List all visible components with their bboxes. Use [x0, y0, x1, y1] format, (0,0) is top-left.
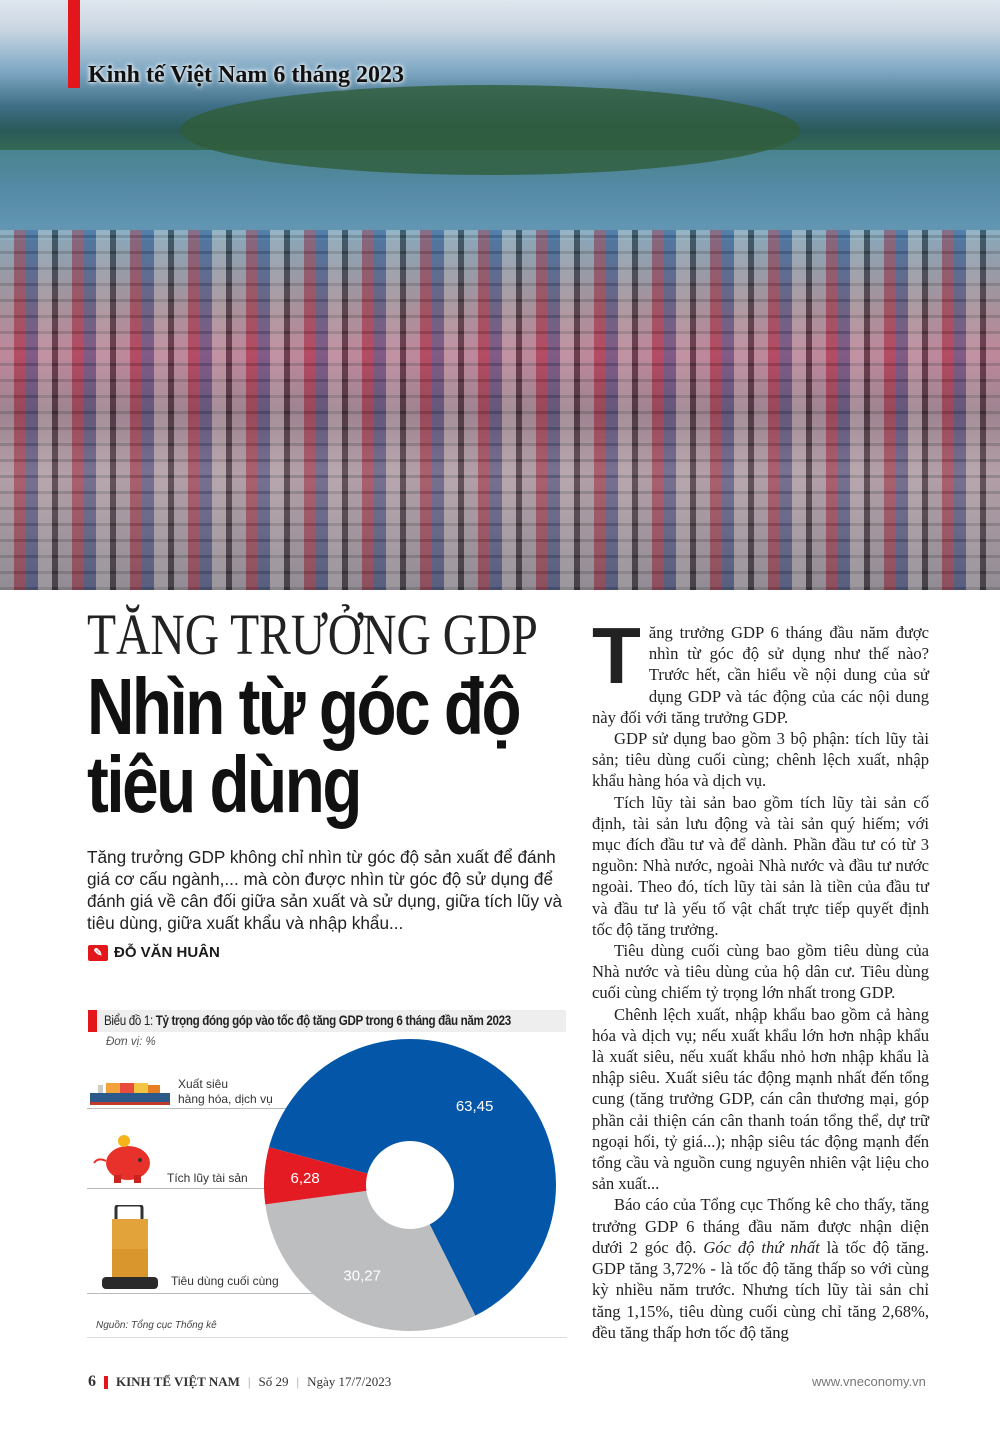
chart-title: Biểu đồ 1: Tỷ trọng đóng góp vào tốc độ … — [88, 1010, 566, 1032]
author-name: ĐỖ VĂN HUÂN — [114, 944, 220, 961]
issue-date: Ngày 17/7/2023 — [307, 1374, 392, 1389]
lede: Tăng trưởng GDP không chỉ nhìn từ góc độ… — [87, 847, 562, 933]
legend-label-accumulation: Tích lũy tài sản — [167, 1171, 248, 1185]
ship-icon — [90, 1083, 170, 1105]
container-yard — [0, 230, 1000, 590]
donut-slice — [265, 1190, 476, 1331]
legend-label-consumption: Tiêu dùng cuối cùng — [171, 1274, 279, 1288]
piggy-bank-icon — [93, 1135, 150, 1183]
chart-source: Nguồn: Tổng cục Thống kê — [96, 1320, 217, 1331]
headline-main: Nhìn từ góc độ tiêu dùng — [87, 662, 522, 829]
paragraph-2: GDP sử dụng bao gồm 3 bộ phận: tích lũy … — [592, 729, 929, 791]
website-link[interactable]: www.vneconomy.vn — [812, 1374, 926, 1389]
page-footer: 6 KINH TẾ VIỆT NAM | Số 29 | Ngày 17/7/2… — [88, 1373, 392, 1390]
paragraph-3: Tích lũy tài sản bao gồm tích lũy tài sả… — [592, 792, 929, 939]
magazine-name: KINH TẾ VIỆT NAM — [116, 1374, 240, 1389]
page-number: 6 — [88, 1373, 96, 1390]
hand-truck-icon — [102, 1205, 158, 1289]
section-kicker: Kinh tế Việt Nam 6 tháng 2023 — [88, 62, 405, 88]
data-label: 6,28 — [290, 1170, 319, 1187]
author-byline: ✎ ĐỖ VĂN HUÂN — [88, 944, 565, 961]
footer-accent — [104, 1375, 108, 1389]
paragraph-4: Tiêu dùng cuối cùng bao gồm tiêu dùng củ… — [592, 941, 929, 1003]
kicker-accent-bar — [68, 0, 80, 88]
donut-chart: 63,45 30,27 6,28 — [264, 1039, 556, 1331]
paragraph-6: Báo cáo của Tổng cục Thống kê cho thấy, … — [592, 1195, 929, 1342]
data-label: 30,27 — [343, 1267, 381, 1284]
chart-unit: Đơn vị: % — [106, 1036, 156, 1048]
donut-slice — [264, 1147, 368, 1205]
drop-cap: T — [592, 611, 641, 700]
legend-label-export: Xuất siêu hàng hóa, dịch vụ — [178, 1077, 273, 1106]
issue-number: Số 29 — [258, 1374, 289, 1389]
chart-number: Biểu đồ 1: — [104, 1013, 153, 1028]
chart-title-text: Tỷ trọng đóng góp vào tốc độ tăng GDP tr… — [155, 1013, 511, 1028]
island — [180, 85, 800, 175]
leader-line-consumption — [87, 1293, 332, 1294]
port-photo — [0, 0, 1000, 590]
leader-line-accumulation — [87, 1188, 269, 1189]
pen-icon: ✎ — [88, 944, 108, 961]
chart-bottom-rule — [87, 1337, 567, 1338]
leader-line-export — [87, 1108, 297, 1109]
data-label: 63,45 — [456, 1098, 494, 1115]
headline-top: TĂNG TRƯỞNG GDP — [87, 602, 538, 667]
lede-block: Tăng trưởng GDP không chỉ nhìn từ góc độ… — [87, 846, 565, 961]
donut-slice — [268, 1039, 556, 1316]
paragraph-5: Chênh lệch xuất, nhập khẩu bao gồm cả hà… — [592, 1004, 929, 1194]
